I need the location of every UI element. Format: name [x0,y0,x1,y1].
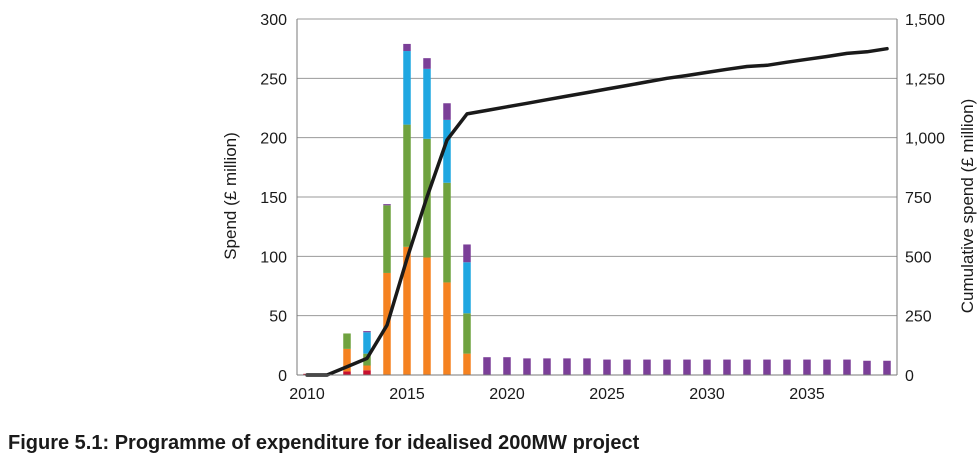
y-tick-label: 100 [260,249,287,266]
bar-segment-purple [483,357,491,375]
bar-segment-purple [783,359,791,375]
bar-segment-purple [463,244,471,263]
bar-segment-blue [443,119,451,183]
bar-segment-purple [823,359,831,375]
bar-segment-orange [343,348,351,372]
bar-segment-purple [843,359,851,375]
bar-segment-purple [363,331,371,333]
bar-segment-orange [423,257,431,375]
bar-segment-purple [543,358,551,375]
y-tick-label: 250 [260,71,287,88]
bar-segment-blue [363,332,371,354]
bar-segment-orange [443,282,451,375]
stacked-bars [303,43,891,375]
bar-segment-purple [563,358,571,375]
bar-segment-red [363,370,371,375]
y2-tick-label: 1,000 [905,131,945,148]
bar-segment-purple [443,103,451,120]
bar-segment-purple [743,359,751,375]
y2-tick-label: 1,500 [905,12,945,29]
figure-caption: Figure 5.1: Programme of expenditure for… [8,432,640,454]
y2-tick-label: 0 [905,368,914,385]
bar-segment-purple [403,43,411,52]
y-tick-label: 200 [260,131,287,148]
y2-tick-label: 1,250 [905,71,945,88]
x-tick-label: 2025 [589,386,625,403]
bar-segment-purple [883,360,891,375]
bar-segment-purple [503,357,511,375]
bar-segment-blue [463,262,471,314]
bar-segment-purple [583,358,591,375]
gridlines [297,18,897,317]
cumulative-line-group [305,46,889,377]
cumulative-spend-line [305,46,889,377]
bar-segment-green [403,124,411,247]
x-tick-label: 2015 [389,386,425,403]
y-tick-label: 50 [269,309,287,326]
bar-segment-purple [703,359,711,375]
x-tick-label: 2010 [289,386,325,403]
bar-segment-green [443,182,451,283]
bar-segment-orange [403,246,411,375]
bar-segment-purple [423,58,431,69]
y-axis-title: Spend (£ million) [221,132,240,260]
bar-segment-purple [523,358,531,375]
expenditure-chart: 0 50 100 150 200 250 300 0 250 500 750 1,000 1,250 1,… [221,12,977,403]
bar-segment-purple [603,359,611,375]
x-tick-label: 2035 [789,386,825,403]
y2-tick-label: 500 [905,249,932,266]
bar-segment-purple [663,359,671,375]
tick-labels: 0 50 100 150 200 250 300 0 250 500 750 1,000 1,250 1,… [260,12,945,403]
bar-segment-green [463,313,471,354]
bar-segment-purple [863,360,871,375]
bar-segment-blue [403,51,411,125]
bar-segment-orange [363,365,371,371]
bar-segment-red [343,371,351,375]
y2-tick-label: 750 [905,190,932,207]
y-tick-label: 300 [260,12,287,29]
y2-tick-label: 250 [905,309,932,326]
bar-segment-purple [683,359,691,375]
y-tick-label: 0 [278,368,287,385]
bar-segment-purple [643,359,651,375]
bar-segment-purple [723,359,731,375]
bar-segment-purple [623,359,631,375]
bar-segment-purple [803,359,811,375]
bar-segment-purple [763,359,771,375]
bar-segment-blue [423,68,431,139]
bar-segment-purple [383,204,391,206]
x-tick-label: 2020 [489,386,525,403]
x-tick-label: 2030 [689,386,725,403]
bar-segment-green [383,205,391,273]
axes [296,19,898,376]
y-tick-label: 150 [260,190,287,207]
bar-segment-orange [463,353,471,375]
y2-axis-title: Cumulative spend (£ million) [958,99,977,313]
bar-segment-green [343,333,351,349]
